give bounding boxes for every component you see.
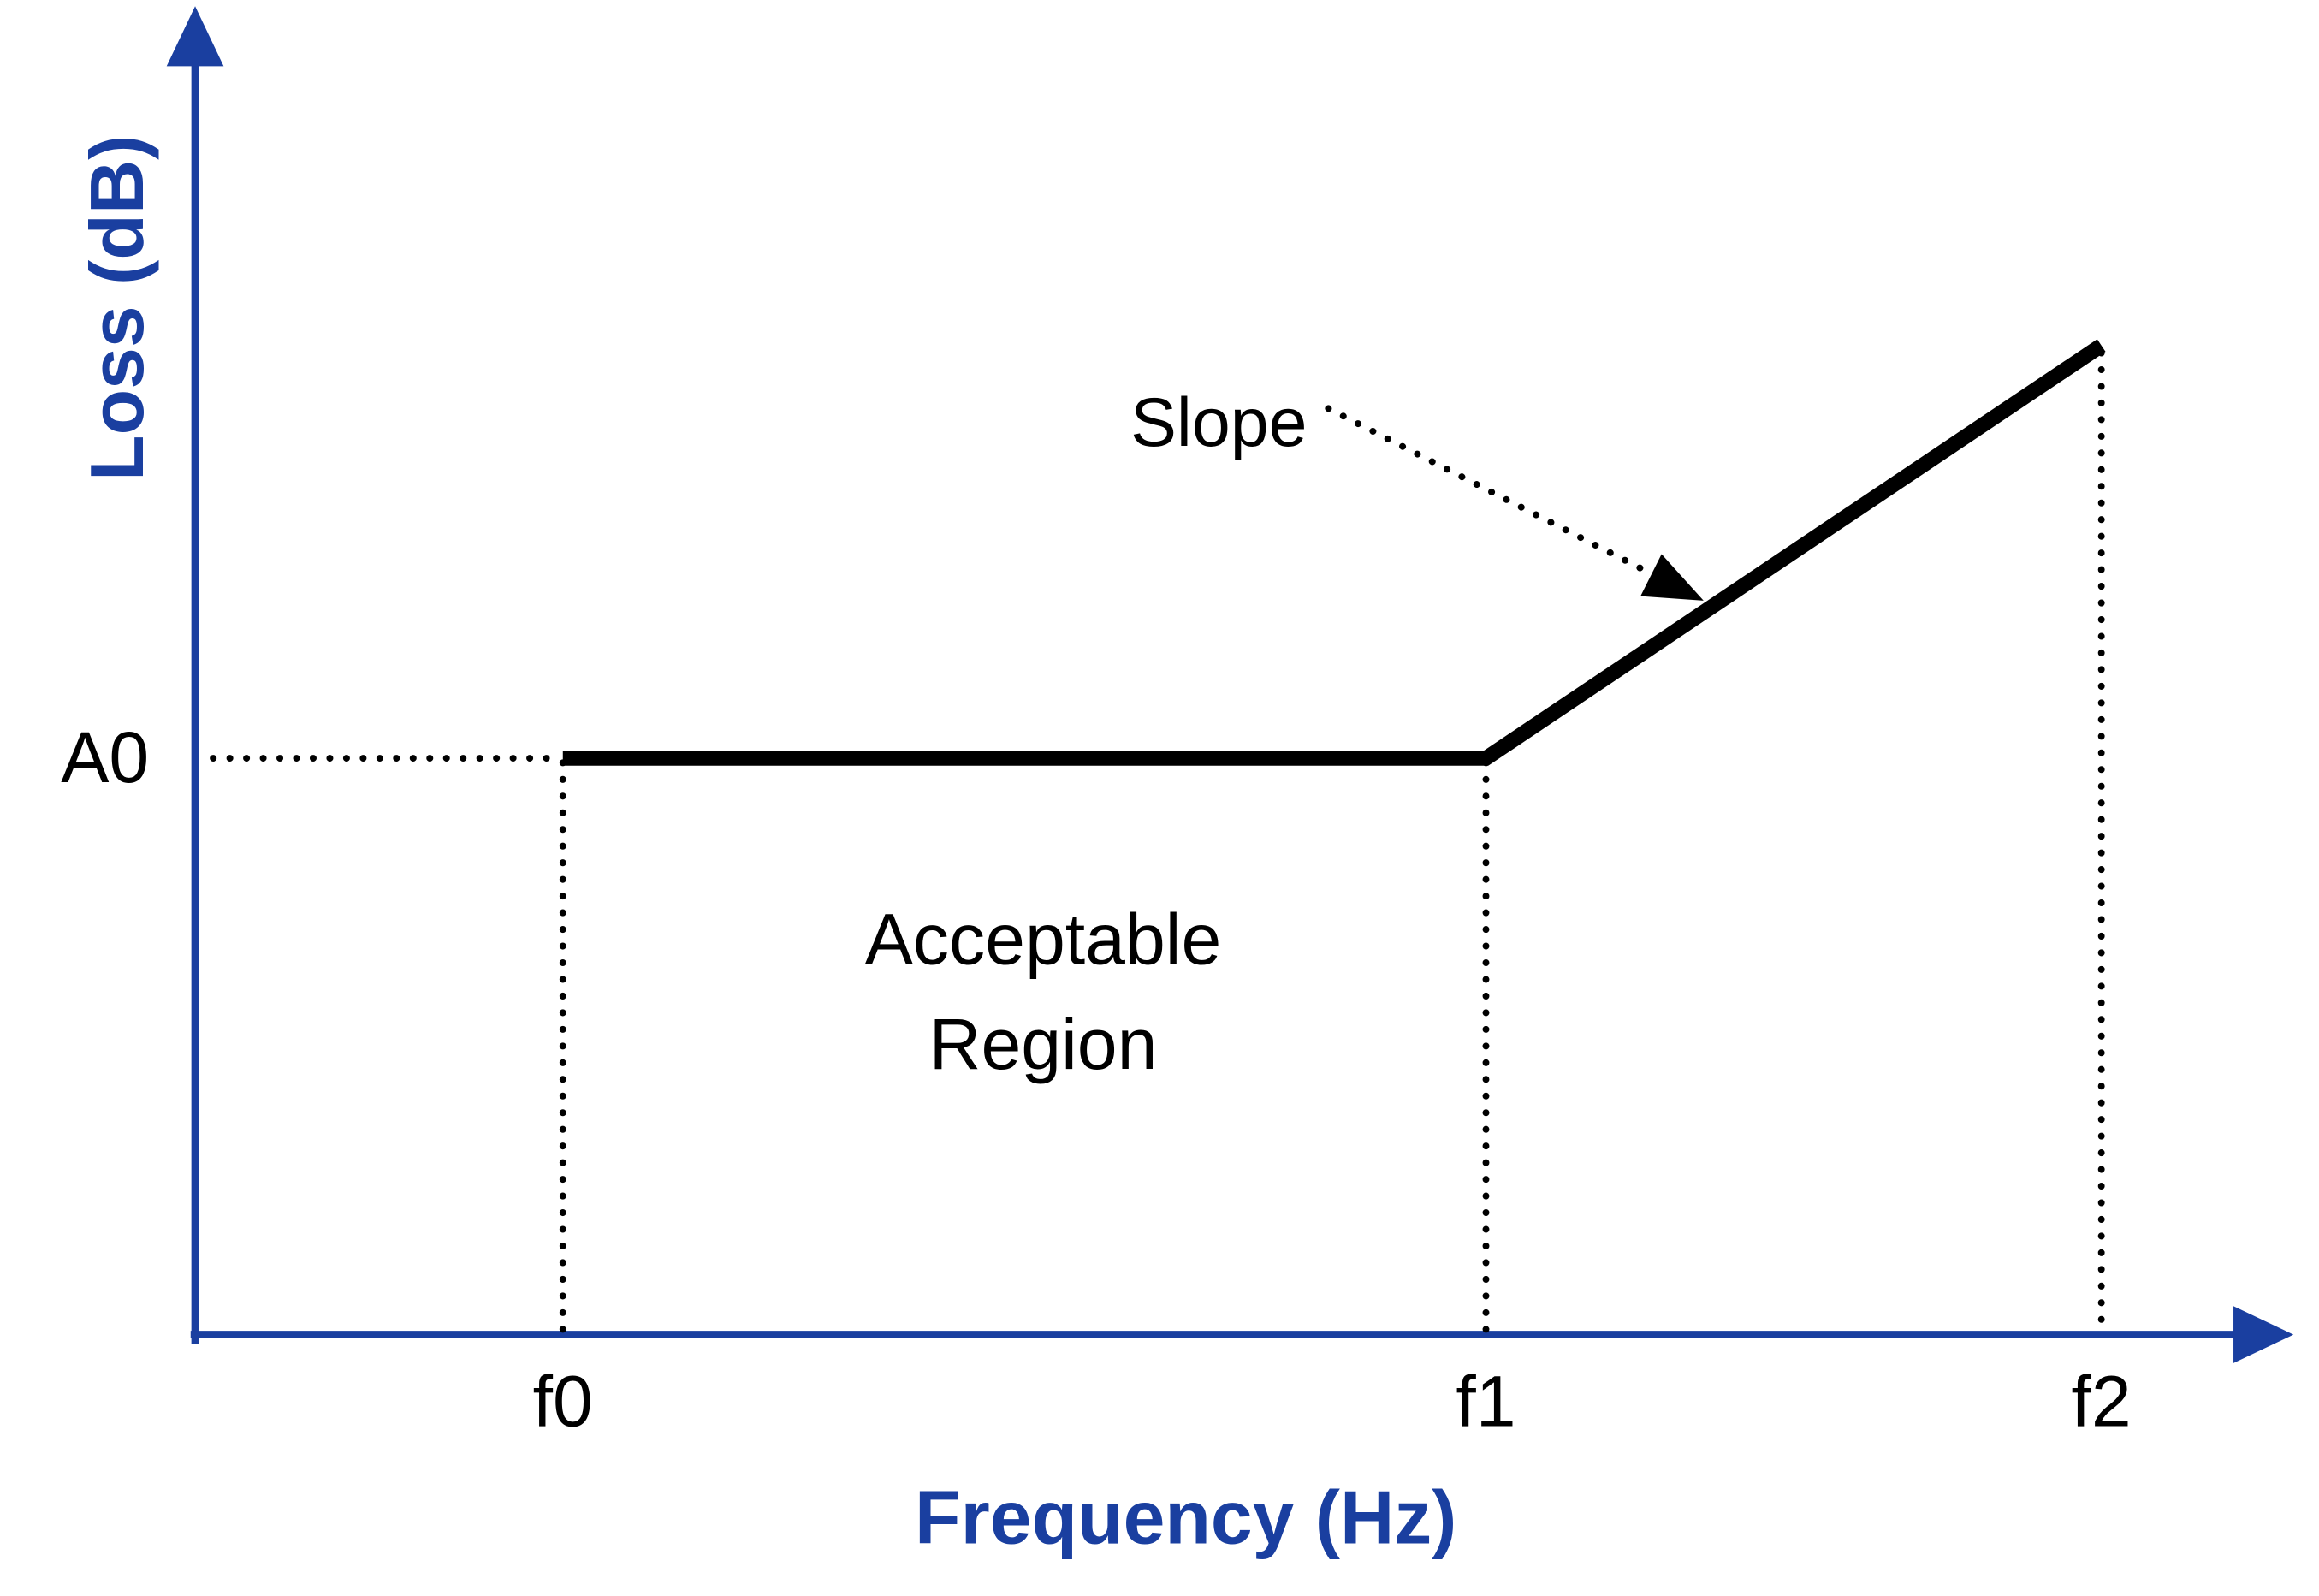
acceptable-region-label-line2: Region <box>929 1004 1158 1084</box>
slope-arrowhead-icon <box>1640 554 1704 601</box>
x-axis-title: Frequency (Hz) <box>915 1475 1456 1559</box>
y-tick-a0: A0 <box>61 717 149 798</box>
acceptable-region-label-line1: Acceptable <box>865 899 1222 979</box>
x-tick-f0: f0 <box>533 1362 593 1442</box>
y-axis-arrow-icon <box>166 6 224 67</box>
slope-label: Slope <box>1130 384 1307 461</box>
loss-limit-curve <box>562 339 2106 766</box>
slope-arrow-line <box>1325 405 1655 578</box>
y-axis-title: Loss (dB) <box>75 135 159 481</box>
x-tick-f1: f1 <box>1456 1362 1515 1442</box>
x-axis-arrow-icon <box>2233 1306 2294 1363</box>
x-tick-f2: f2 <box>2072 1362 2132 1442</box>
